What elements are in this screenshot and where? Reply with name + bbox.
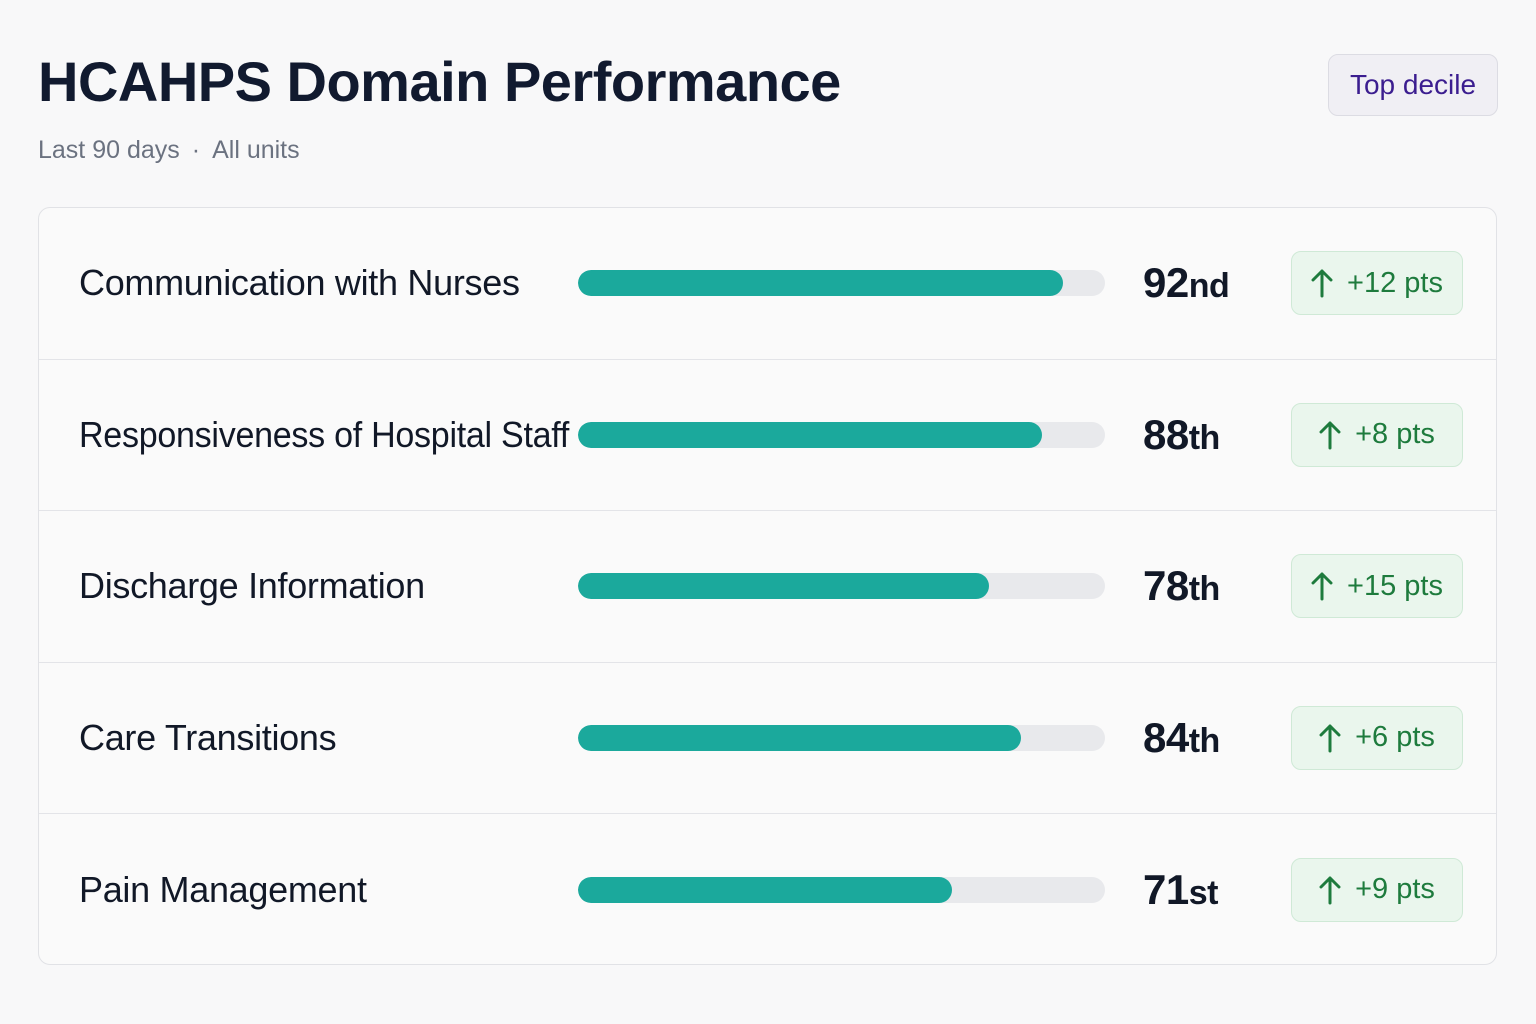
percentile-bar-fill [578,270,1063,297]
top-decile-badge: Top decile [1328,54,1498,116]
percentile-rank: 84th [1143,714,1220,762]
percentile-rank: 88th [1143,411,1220,459]
rank-number: 92 [1143,259,1189,307]
rank-suffix: th [1188,570,1221,609]
percentile-bar-fill [578,573,990,600]
rank-number: 71 [1143,865,1189,913]
rank-number: 88 [1143,410,1189,458]
domain-label: Discharge Information [79,565,425,607]
percentile-bar [578,724,1105,751]
delta-value: +15 pts [1347,569,1443,602]
percentile-rank: 71st [1143,866,1218,914]
delta-value: +6 pts [1355,721,1435,754]
domain-row: Care Transitions 84th +6 pts [39,663,1496,814]
page-subtitle: Last 90 days · All units [38,134,300,166]
arrow-up-icon [1311,269,1333,298]
arrow-up-icon [1311,572,1333,601]
rank-suffix: nd [1188,267,1230,306]
domain-label: Responsiveness of Hospital Staff [79,413,570,455]
delta-value: +8 pts [1355,418,1435,451]
percentile-bar-fill [578,724,1021,751]
delta-value: +9 pts [1355,873,1435,906]
domain-row: Communication with Nurses 92nd +12 pts [39,208,1496,360]
domain-label: Communication with Nurses [79,262,520,304]
domain-label: Care Transitions [79,716,337,758]
domain-row: Pain Management 71st +9 pts [39,814,1496,964]
arrow-up-icon [1319,876,1341,905]
rank-suffix: st [1188,873,1219,912]
delta-value: +12 pts [1347,266,1443,299]
page-title: HCAHPS Domain Performance [38,50,841,113]
domain-row: Responsiveness of Hospital Staff 88th +8… [39,360,1496,511]
percentile-rank: 78th [1143,562,1220,610]
percentile-bar [578,876,1105,903]
delta-badge: +15 pts [1291,554,1463,619]
rank-number: 84 [1143,713,1189,761]
percentile-bar [578,421,1105,448]
scope-label: All units [212,136,300,164]
percentile-bar-fill [578,421,1042,448]
domain-row: Discharge Information 78th +15 pts [39,511,1496,663]
domain-performance-list: Communication with Nurses 92nd +12 pts R… [38,207,1497,965]
rank-suffix: th [1188,418,1221,457]
domain-label: Pain Management [79,868,367,910]
period-label: Last 90 days [38,136,180,164]
percentile-bar [578,573,1105,600]
delta-badge: +8 pts [1291,402,1463,467]
percentile-bar [578,270,1105,297]
arrow-up-icon [1319,724,1341,753]
delta-badge: +12 pts [1291,251,1463,316]
delta-badge: +6 pts [1291,705,1463,770]
rank-suffix: th [1188,721,1221,760]
rank-number: 78 [1143,562,1189,610]
delta-badge: +9 pts [1291,857,1463,922]
subtitle-separator: · [191,136,201,164]
arrow-up-icon [1319,421,1341,450]
percentile-bar-fill [578,876,953,903]
percentile-rank: 92nd [1143,259,1230,307]
header: HCAHPS Domain Performance Last 90 days · A… [38,44,1498,174]
